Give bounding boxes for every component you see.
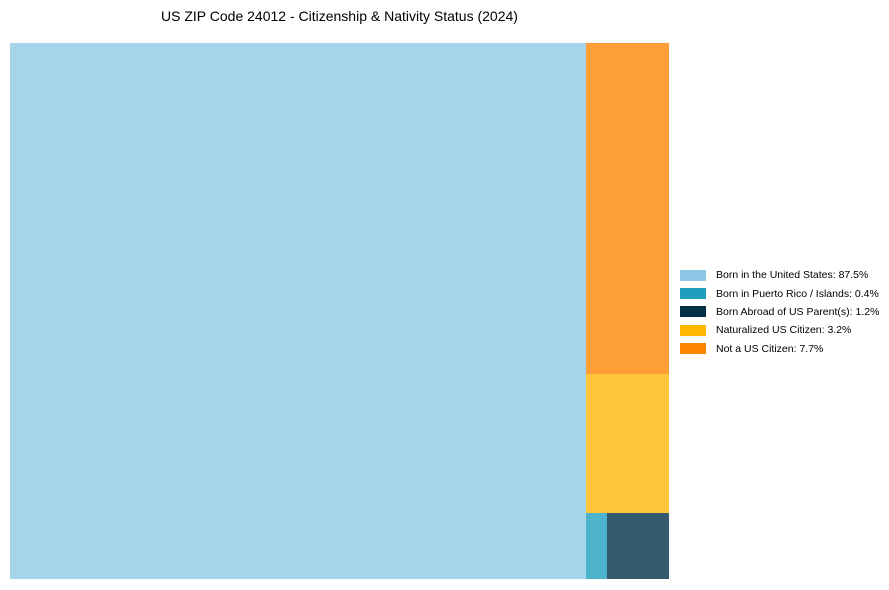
chart-title: US ZIP Code 24012 - Citizenship & Nativi…	[161, 8, 518, 24]
legend-item: Born in the United States: 87.5%	[680, 266, 879, 284]
treemap-tile-born-in-the-united-states	[10, 43, 586, 579]
legend-label: Born in the United States: 87.5%	[716, 269, 869, 282]
treemap-tile-naturalized-us-citizen	[586, 374, 669, 513]
legend-swatch	[680, 269, 706, 281]
legend-swatch	[680, 306, 706, 318]
legend: Born in the United States: 87.5% Born in …	[680, 266, 879, 358]
legend-label: Born in Puerto Rico / Islands: 0.4%	[716, 287, 879, 300]
treemap-plot-area	[10, 43, 669, 579]
legend-label: Naturalized US Citizen: 3.2%	[716, 324, 852, 337]
treemap-tile-born-in-puerto-rico-islands	[586, 513, 607, 579]
legend-item: Naturalized US Citizen: 3.2%	[680, 321, 879, 339]
legend-item: Born in Puerto Rico / Islands: 0.4%	[680, 284, 879, 302]
legend-swatch	[680, 288, 706, 300]
legend-swatch	[680, 343, 706, 355]
legend-swatch	[680, 324, 706, 336]
legend-item: Not a US Citizen: 7.7%	[680, 340, 879, 358]
legend-label: Born Abroad of US Parent(s): 1.2%	[716, 305, 880, 318]
treemap-tile-not-a-us-citizen	[586, 43, 669, 374]
legend-item: Born Abroad of US Parent(s): 1.2%	[680, 303, 879, 321]
treemap-tile-born-abroad-of-us-parent-s	[607, 513, 669, 579]
legend-label: Not a US Citizen: 7.7%	[716, 342, 824, 355]
